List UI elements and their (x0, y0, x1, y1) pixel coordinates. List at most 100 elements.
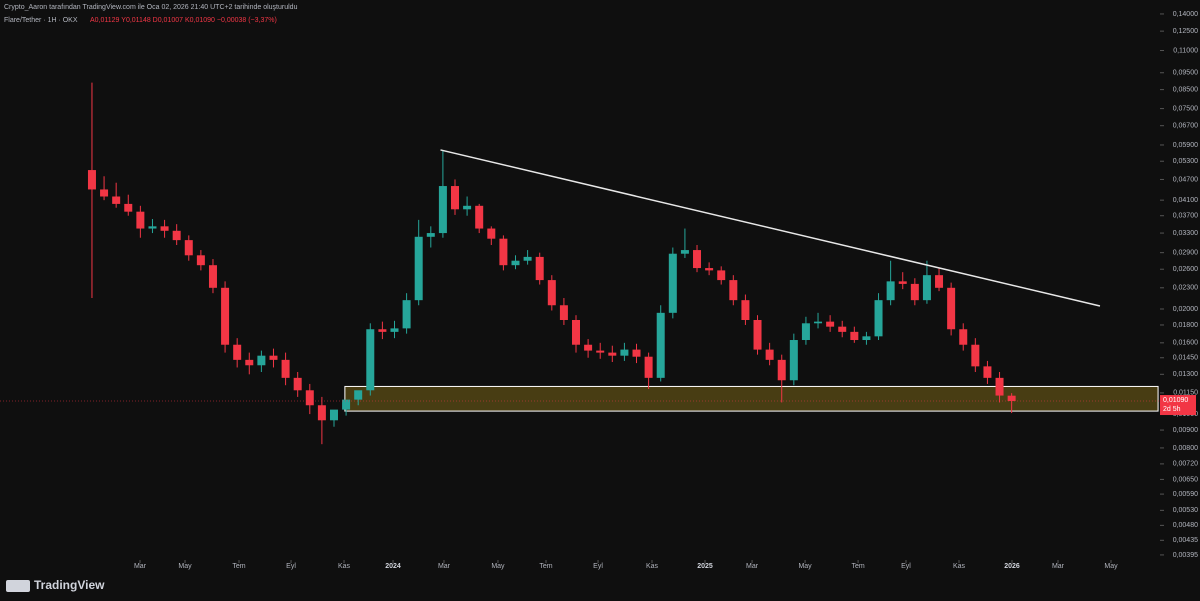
candle-body (922, 275, 931, 301)
x-tick-label: Kas (646, 563, 659, 570)
candle-body (148, 226, 157, 229)
candle-body (499, 238, 508, 266)
candle-body (971, 344, 980, 367)
candle-body (414, 236, 423, 301)
candle-body (705, 268, 714, 271)
candle-body (487, 228, 496, 239)
x-tick-label: Eyl (286, 563, 296, 570)
y-tick-label: 0,05300 (1173, 158, 1198, 165)
x-tick-label: Mar (746, 563, 759, 570)
x-tick-label: Tem (539, 563, 552, 570)
candle-body (680, 250, 689, 254)
candle-body (656, 312, 665, 378)
y-tick-label: 0,01600 (1173, 340, 1198, 347)
plot (0, 82, 1160, 445)
x-tick-label: 2024 (385, 563, 401, 570)
y-tick-label: 0,11000 (1173, 47, 1198, 54)
y-tick-label: 0,14000 (1173, 11, 1198, 18)
logo-text: TradingView (34, 578, 105, 592)
x-tick-label: Kas (338, 563, 351, 570)
candle-body (620, 349, 629, 356)
y-tick-label: 0,03300 (1173, 230, 1198, 237)
y-tick-label: 0,00590 (1173, 491, 1198, 498)
candle-body (245, 359, 254, 366)
x-tick-label: Mar (438, 563, 451, 570)
candle-body (233, 344, 242, 360)
x-tick-label: Kas (953, 563, 966, 570)
candle-body (426, 233, 435, 237)
x-tick-label: 2026 (1004, 563, 1020, 570)
candle-body (826, 321, 835, 327)
candle-body (463, 205, 472, 210)
candle-body (862, 336, 871, 341)
y-tick-label: 0,07500 (1173, 105, 1198, 112)
candle-body (608, 352, 617, 356)
candle-body (910, 283, 919, 301)
y-tick-label: 0,01800 (1173, 322, 1198, 329)
y-tick-label: 0,05900 (1173, 142, 1198, 149)
y-tick-label: 0,00435 (1173, 537, 1198, 544)
candle-body (402, 300, 411, 329)
candle-body (644, 356, 653, 378)
y-tick-label: 0,04100 (1173, 197, 1198, 204)
candle-body (1007, 395, 1016, 402)
candle-body (112, 196, 121, 204)
candle-body (838, 326, 847, 332)
candle-body (184, 240, 193, 256)
candle-body (305, 390, 314, 406)
candle-body (668, 253, 677, 313)
candle-body (584, 344, 593, 351)
y-tick-label: 0,01450 (1173, 355, 1198, 362)
y-tick-label: 0,04700 (1173, 176, 1198, 183)
candle-body (777, 359, 786, 381)
candle-body (354, 390, 363, 400)
candle-body (874, 300, 883, 337)
candle-body (475, 205, 484, 229)
ohlc-legend: A0,01129 Y0,01148 D0,01007 K0,01090 −0,0… (90, 17, 277, 24)
candle-body (317, 405, 326, 421)
candle-body (366, 329, 375, 391)
candle-body (898, 281, 907, 284)
candle-body (717, 270, 726, 281)
y-tick-label: 0,00480 (1173, 522, 1198, 529)
y-tick-label: 0,03700 (1173, 213, 1198, 220)
candle-body (886, 281, 895, 301)
y-tick-label: 0,00800 (1173, 445, 1198, 452)
x-tick-label: Eyl (593, 563, 603, 570)
candle-body (947, 287, 956, 330)
countdown: 2d 5h (1163, 406, 1181, 413)
candle-body (572, 319, 581, 345)
candle-body (850, 331, 859, 341)
y-tick-label: 0,01150 (1173, 390, 1198, 397)
candle-body (269, 355, 278, 360)
price-badge (1160, 395, 1196, 416)
candle-body (390, 328, 399, 332)
y-tick-label: 0,09500 (1173, 70, 1198, 77)
candle-body (87, 170, 96, 190)
x-tick-label: May (178, 563, 192, 570)
candle-body (559, 305, 568, 320)
candle-body (693, 250, 702, 269)
candle-body (172, 230, 181, 241)
candle-body (160, 226, 169, 231)
credit: Crypto_Aaron tarafından TradingView.com … (4, 4, 298, 11)
y-tick-label: 0,08500 (1173, 86, 1198, 93)
candle-body (329, 409, 338, 421)
candle-body (789, 340, 798, 381)
y-tick-label: 0,01300 (1173, 371, 1198, 378)
candle-body (293, 377, 302, 391)
candle-body (208, 265, 217, 288)
candle-body (342, 399, 351, 410)
y-tick-label: 0,00395 (1173, 552, 1198, 559)
x-tick-label: May (491, 563, 505, 570)
candle-body (221, 287, 230, 345)
candle-body (935, 275, 944, 288)
y-tick-label: 0,00900 (1173, 427, 1198, 434)
candle-body (741, 300, 750, 320)
y-tick-label: 0,02600 (1173, 266, 1198, 273)
last-price-label: 0,01090 (1163, 397, 1188, 404)
logo: TradingView (6, 578, 105, 592)
y-tick-label: 0,12500 (1173, 28, 1198, 35)
candle-body (511, 260, 520, 266)
